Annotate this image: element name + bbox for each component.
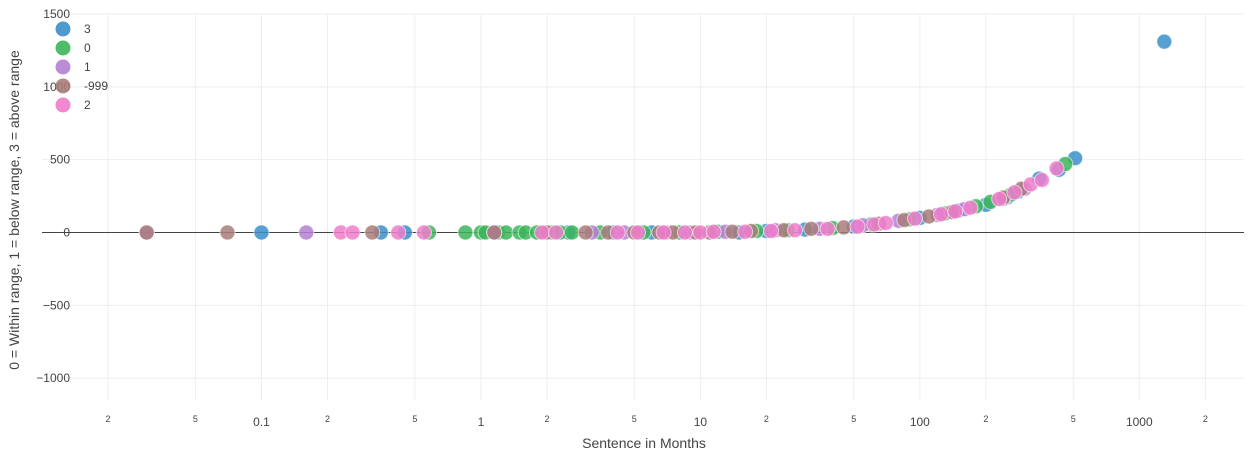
- data-point: [705, 223, 722, 240]
- data-point: [457, 224, 474, 241]
- y-tick-label: −1000: [36, 371, 70, 385]
- data-point: [947, 203, 964, 220]
- legend-marker: [55, 97, 71, 113]
- y-tick-label: −500: [43, 298, 70, 312]
- data-point: [609, 224, 626, 241]
- data-point: [219, 224, 236, 241]
- data-point: [787, 222, 804, 239]
- x-tick-label: 10: [694, 415, 708, 429]
- data-point: [630, 224, 647, 241]
- data-point: [1033, 172, 1050, 189]
- legend-label: 3: [84, 22, 91, 36]
- x-axis-title: Sentence in Months: [582, 435, 706, 451]
- x-tick-label: 0.1: [253, 415, 270, 429]
- legend-item[interactable]: 0: [55, 40, 92, 56]
- data-point: [655, 224, 672, 241]
- x-axis-ticks: 2 5 0.1 2 5 1 2 5 10 2 5 100 2 5 1000 2: [106, 414, 1208, 429]
- x-tick-label: 2: [1203, 414, 1208, 424]
- data-point: [364, 224, 381, 241]
- data-point: [933, 206, 950, 223]
- legend-item[interactable]: 1: [55, 59, 92, 75]
- data-point: [1156, 33, 1173, 50]
- y-axis-title: 0 = Within range, 1 = below range, 3 = a…: [6, 50, 22, 370]
- x-tick-label: 100: [910, 415, 930, 429]
- x-tick-label: 2: [764, 414, 769, 424]
- grid-lines: [42, 13, 1244, 400]
- data-point: [962, 199, 979, 216]
- x-tick-label: 1000: [1126, 415, 1153, 429]
- legend[interactable]: 3 0 1 -999 2: [55, 21, 109, 113]
- y-tick-label: 1500: [43, 7, 70, 21]
- data-point: [1006, 184, 1023, 201]
- data-point: [991, 190, 1008, 207]
- data-points: [138, 33, 1173, 241]
- legend-label: -999: [84, 79, 108, 93]
- legend-label: 0: [84, 41, 91, 55]
- legend-marker: [55, 78, 71, 94]
- data-point: [298, 224, 315, 241]
- y-tick-label: 500: [50, 153, 70, 167]
- data-point: [737, 223, 754, 240]
- x-tick-label: 5: [1071, 414, 1076, 424]
- x-tick-label: 2: [544, 414, 549, 424]
- data-point: [803, 220, 820, 237]
- data-point: [253, 224, 270, 241]
- data-point: [877, 215, 894, 232]
- x-tick-label: 1: [478, 415, 485, 429]
- legend-item[interactable]: -999: [55, 78, 109, 94]
- data-point: [849, 218, 866, 235]
- legend-label: 1: [84, 60, 91, 74]
- x-tick-label: 5: [193, 414, 198, 424]
- data-point: [763, 223, 780, 240]
- legend-marker: [55, 21, 71, 37]
- data-point: [906, 210, 923, 227]
- data-point: [390, 224, 407, 241]
- x-tick-label: 5: [412, 414, 417, 424]
- data-point: [563, 224, 580, 241]
- data-point: [415, 224, 432, 241]
- x-tick-label: 2: [983, 414, 988, 424]
- x-tick-label: 2: [106, 414, 111, 424]
- x-tick-label: 5: [632, 414, 637, 424]
- legend-item[interactable]: 3: [55, 21, 92, 37]
- legend-item[interactable]: 2: [55, 97, 92, 113]
- data-point: [819, 220, 836, 237]
- x-tick-label: 5: [851, 414, 856, 424]
- data-point: [548, 224, 565, 241]
- data-point: [138, 224, 155, 241]
- data-point: [577, 224, 594, 241]
- data-point: [486, 224, 503, 241]
- legend-marker: [55, 40, 71, 56]
- data-point: [534, 224, 551, 241]
- data-point: [692, 224, 709, 241]
- y-tick-label: 0: [63, 225, 70, 239]
- legend-marker: [55, 59, 71, 75]
- data-point: [1048, 160, 1065, 177]
- data-point: [835, 219, 852, 236]
- data-point: [676, 224, 693, 241]
- x-tick-label: 2: [325, 414, 330, 424]
- y-axis-ticks: 150010005000−500−1000: [36, 7, 70, 385]
- data-point: [344, 224, 361, 241]
- legend-label: 2: [84, 98, 91, 112]
